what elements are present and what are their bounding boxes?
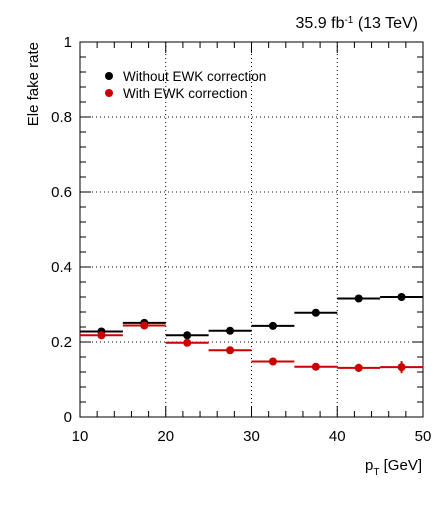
x-axis-label: pT [GeV] xyxy=(365,457,422,478)
data-point xyxy=(97,331,106,340)
legend-marker-with-ewk xyxy=(105,89,113,97)
data-point xyxy=(268,357,277,366)
series-with-ewk xyxy=(80,321,423,374)
y-tick-label: 0.8 xyxy=(51,109,72,126)
x-axis-label-sub: T xyxy=(373,467,379,478)
chart-title-sup: -1 xyxy=(344,15,353,26)
legend-marker-without-ewk xyxy=(105,72,113,80)
x-tick-label: 30 xyxy=(243,428,260,445)
legend-label-with-ewk: With EWK correction xyxy=(123,86,248,101)
y-tick-label: 1 xyxy=(64,34,72,51)
y-tick-label: 0.2 xyxy=(51,334,72,351)
x-tick-label: 10 xyxy=(72,428,89,445)
data-point xyxy=(226,346,235,355)
y-tick-label: 0.6 xyxy=(51,184,72,201)
y-axis-label: Ele fake rate xyxy=(25,42,42,126)
x-tick-label: 40 xyxy=(329,428,346,445)
legend: Without EWK correction With EWK correcti… xyxy=(105,69,266,101)
chart-title-base: 35.9 fb xyxy=(296,15,345,32)
x-axis-label-main: p xyxy=(365,457,373,474)
data-point xyxy=(397,363,406,372)
data-point xyxy=(183,338,192,347)
tick-labels: 10 20 30 40 50 0 0.2 0.4 0.6 0.8 1 xyxy=(51,34,431,445)
data-point xyxy=(354,294,363,303)
legend-entry-with-ewk: With EWK correction xyxy=(105,86,248,101)
data-point xyxy=(183,331,192,340)
x-tick-label: 50 xyxy=(415,428,432,445)
data-point xyxy=(354,363,363,372)
chart-title: 35.9 fb-1 (13 TeV) xyxy=(296,15,418,33)
data-series xyxy=(80,293,423,374)
data-point xyxy=(311,362,320,371)
data-point xyxy=(311,308,320,317)
axis-ticks xyxy=(79,41,424,418)
data-point xyxy=(226,326,235,335)
y-tick-label: 0.4 xyxy=(51,259,72,276)
data-point xyxy=(397,293,406,301)
y-tick-label: 0 xyxy=(64,409,72,426)
legend-entry-without-ewk: Without EWK correction xyxy=(105,69,266,84)
x-axis-label-rest: [GeV] xyxy=(379,457,422,474)
data-point xyxy=(140,321,149,330)
chart-title-rest: (13 TeV) xyxy=(353,15,418,32)
x-tick-label: 20 xyxy=(157,428,174,445)
grid-lines xyxy=(80,42,423,417)
data-point xyxy=(268,321,277,330)
legend-label-without-ewk: Without EWK correction xyxy=(123,69,266,84)
